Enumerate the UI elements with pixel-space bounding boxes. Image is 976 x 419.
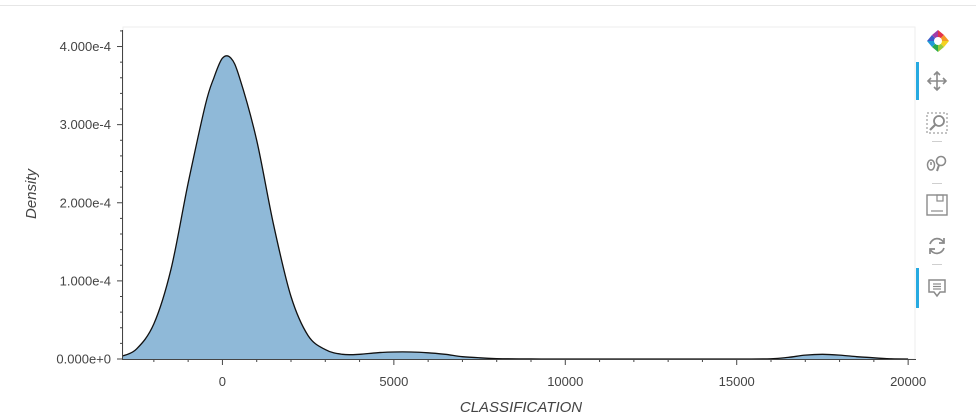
toolbar-separator (932, 183, 942, 184)
x-tick-label: 10000 (547, 374, 583, 389)
wheel-zoom-icon (926, 155, 947, 172)
x-tick-label: 15000 (719, 374, 755, 389)
hover-icon (928, 279, 946, 298)
reset-tool[interactable] (915, 230, 959, 262)
save-icon (926, 194, 948, 216)
y-axis-label: Density (23, 167, 40, 219)
x-tick-label: 5000 (379, 374, 408, 389)
area-layer (122, 55, 909, 360)
save-tool[interactable] (915, 188, 959, 220)
top-border (0, 5, 976, 6)
box-zoom-tool[interactable] (915, 106, 959, 138)
pan-icon (926, 70, 948, 92)
toolbar-separator (932, 264, 942, 265)
y-tick-label: 0.000e+0 (56, 352, 111, 367)
y-tick-label: 2.000e-4 (60, 195, 111, 210)
toolbar (915, 24, 959, 314)
hover-tool[interactable] (915, 268, 959, 308)
density-line (122, 55, 909, 360)
y-tick-label: 4.000e-4 (60, 39, 111, 54)
x-axis-label: CLASSIFICATION (460, 399, 582, 416)
density-area (123, 55, 909, 360)
bokeh-logo-icon[interactable] (915, 24, 959, 56)
axes-layer (122, 30, 916, 360)
box-zoom-icon (926, 112, 948, 134)
y-tick-label: 3.000e-4 (60, 117, 111, 132)
wheel-zoom-tool[interactable] (915, 148, 959, 180)
pan-tool[interactable] (915, 62, 959, 100)
x-tick-label: 0 (219, 374, 226, 389)
x-tick-label: 20000 (890, 374, 926, 389)
reset-icon (929, 237, 945, 255)
y-tick-label: 1.000e-4 (60, 273, 111, 288)
toolbar-separator (932, 141, 942, 142)
